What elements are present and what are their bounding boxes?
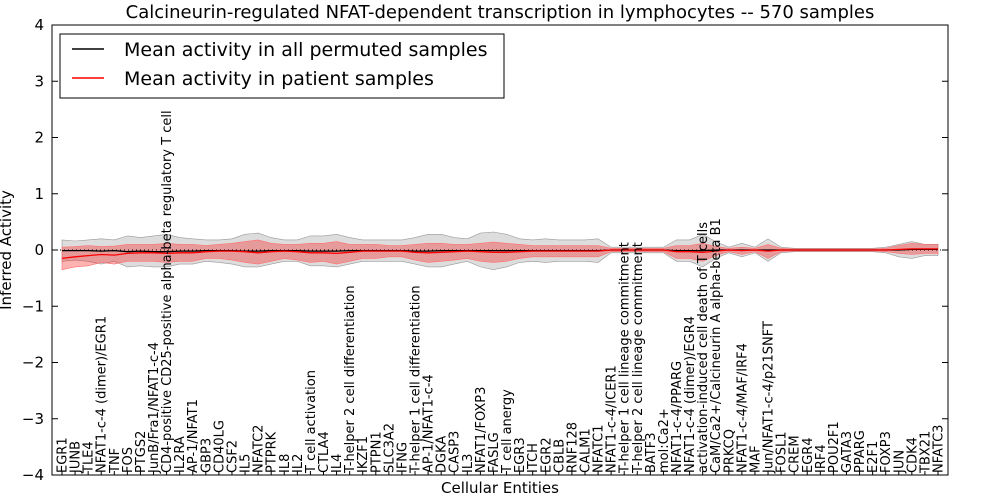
x-tick-label: AP-1/NFAT1-c-4: [422, 374, 437, 473]
x-tick-label: NFAT1-c-4/PPARG: [670, 361, 685, 473]
x-tick-label: PTGS2: [134, 431, 149, 473]
x-tick-label: NFATC2: [252, 425, 267, 473]
x-tick-label: FOS: [121, 447, 136, 473]
x-tick-label: IL8: [278, 454, 293, 473]
y-tick-label: 1: [34, 185, 44, 203]
x-tick-label: BATF3: [644, 433, 659, 474]
y-tick-label: −4: [22, 466, 44, 484]
x-tick-label: CDK4: [905, 437, 920, 473]
x-tick-label: EGR4: [801, 437, 816, 473]
x-tick-label: IFNG: [395, 442, 410, 473]
x-tick-label: GATA3: [840, 431, 855, 473]
x-tick-label: Jun/NFAT1-c-4/p21SNFT: [762, 321, 777, 474]
x-tick-label: FOSL1: [775, 432, 790, 473]
x-tick-label: NFAT1-c-4 (dimer)/EGR4: [683, 316, 698, 473]
x-tick-label: NFATC3: [932, 425, 947, 473]
legend-label-permuted: Mean activity in all permuted samples: [124, 39, 487, 61]
x-tick-label: NFAT1-c-4/MAF/IRF4: [735, 343, 750, 473]
legend-frame: [59, 33, 505, 99]
x-tick-label: IL4: [330, 454, 345, 473]
y-tick-label: −2: [22, 354, 44, 372]
y-tick-label: −3: [22, 410, 44, 428]
x-tick-label: NFAT1-c-4 (dimer)/EGR1: [95, 316, 110, 473]
band-patient: [61, 239, 939, 271]
x-tick-label: NFAT1-c-4/ICER1: [605, 365, 620, 473]
x-tick-label: CD4-positive CD25-positive alpha-beta re…: [160, 110, 175, 473]
x-tick-label: MAF: [749, 445, 764, 473]
x-tick-label: T cell activation: [304, 370, 319, 474]
x-tick-label: CD40LG: [212, 420, 227, 473]
x-tick-label: T-helper 1 cell lineage commitment: [618, 242, 633, 474]
y-axis-label: Inferred Activity: [0, 190, 15, 310]
x-tick-label: CSF2: [226, 440, 241, 473]
x-tick-label: JUNB: [69, 441, 84, 474]
x-tick-label: IRF4: [814, 444, 829, 473]
series-line-patient: [61, 248, 938, 260]
x-tick-label: RNF128: [565, 422, 580, 473]
x-tick-label: AP-1/NFAT1: [186, 399, 201, 473]
x-tick-label: EGR2: [539, 437, 554, 473]
x-tick-label: ITCH: [526, 443, 541, 473]
x-tick-label: POU2F1: [827, 421, 842, 473]
x-tick-label: E2F1: [866, 441, 881, 473]
x-tick-label: NFAT1/FOXP3: [474, 387, 489, 473]
x-tick-label: IL2RA: [173, 436, 188, 473]
x-tick-label: CBLB: [552, 439, 567, 473]
x-tick-label: T-helper 2 cell differentiation: [343, 285, 358, 474]
y-tick-label: 4: [34, 16, 44, 34]
x-tick-label: PTPRK: [265, 431, 280, 473]
y-tick-label: 3: [34, 72, 44, 90]
x-tick-label: IL3: [461, 454, 476, 473]
x-tick-label: PRKCQ: [722, 429, 737, 473]
x-tick-label: T-helper 1 cell differentiation: [409, 285, 424, 474]
x-tick-label: EGR3: [513, 437, 528, 473]
x-tick-label: NFATC1: [592, 425, 607, 473]
y-tick-label: 2: [34, 129, 44, 147]
x-tick-label: IKZF1: [356, 436, 371, 473]
x-tick-label: mol:Ca2+: [657, 408, 672, 473]
x-tick-label: DGKA: [435, 436, 450, 473]
x-tick-label: SLC3A2: [382, 423, 397, 473]
y-tick-label: 0: [34, 241, 44, 259]
x-tick-label: EGR1: [56, 437, 71, 473]
x-tick-label: T-helper 2 cell lineage commitment: [631, 242, 646, 474]
x-tick-label: TLE4: [82, 441, 97, 474]
legend-label-patient: Mean activity in patient samples: [124, 68, 434, 90]
x-tick-label: GBP3: [199, 438, 214, 473]
x-tick-label: FASLG: [487, 432, 502, 473]
x-axis-label: Cellular Entities: [441, 479, 559, 497]
x-tick-label: PTPN1: [369, 431, 384, 473]
x-tick-label: CaM/Ca2+/Calcineurin A alpha-beta B1: [709, 218, 724, 473]
chart-title: Calcineurin-regulated NFAT-dependent tra…: [126, 2, 875, 23]
x-tick-label: IL2: [291, 454, 306, 473]
y-tick-label: −1: [22, 297, 44, 315]
x-tick-label: PPARG: [853, 430, 868, 473]
legend: Mean activity in all permuted samples Me…: [59, 33, 505, 99]
x-tick-label: JunB/Fra1/NFAT1-c-4: [147, 342, 162, 474]
x-tick-label: FOXP3: [879, 431, 894, 473]
x-tick-label: activation-induced cell death of T cells: [696, 222, 711, 473]
x-tick-label: JUN: [892, 450, 907, 474]
x-tick-label: TNF: [108, 448, 123, 474]
x-tick-label: IL5: [239, 454, 254, 473]
x-tick-label: CALM1: [579, 428, 594, 473]
x-tick-label: CTLA4: [317, 431, 332, 473]
x-tick-label: CASP3: [448, 431, 463, 473]
x-tick-label: CREM: [788, 435, 803, 473]
x-tick-label: TBX21: [918, 431, 933, 474]
x-tick-label: T cell anergy: [500, 389, 515, 474]
